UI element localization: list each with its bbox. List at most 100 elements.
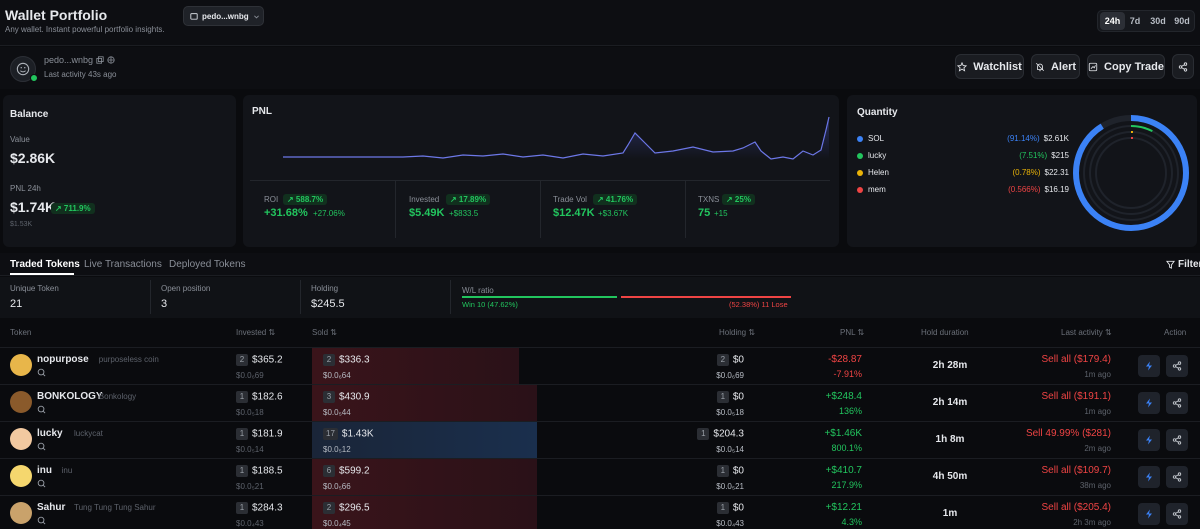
copy-icon[interactable]	[96, 56, 104, 64]
timeframe-24h[interactable]: 24h	[1100, 12, 1125, 30]
col-last-activity-label: Last activity	[1061, 328, 1103, 337]
stat-divider-3	[685, 180, 686, 238]
token-avatar	[10, 465, 32, 487]
row-share-button[interactable]	[1166, 429, 1188, 451]
last-activity: Last activity 43s ago	[44, 70, 117, 79]
share-button[interactable]	[1172, 54, 1194, 79]
timeframe-7d[interactable]: 7d	[1129, 16, 1141, 26]
last-activity-time: 1m ago	[1084, 407, 1111, 416]
invested-price: $0.0₅21	[236, 482, 264, 491]
wl-ratio-label: W/L ratio	[462, 286, 494, 295]
sold-count: 2	[323, 354, 335, 366]
open-position-value: 3	[161, 298, 168, 310]
wallet-select[interactable]: pedo...wnbg	[183, 6, 264, 26]
token-name[interactable]: BONKOLOGY	[37, 391, 103, 402]
sort-icon: ⇅	[857, 328, 865, 337]
holding-count: 2	[716, 354, 729, 366]
col-sold-label: Sold	[312, 328, 329, 337]
tab-live-transactions[interactable]: Live Transactions	[84, 259, 162, 270]
table-row[interactable]: BONKOLOGY Bonkology 1 $182.6 $0.0₅18 3 $43…	[0, 384, 1200, 421]
table-row[interactable]: inu inu 1 $188.5 $0.0₅21 6 $599.2 $0.0₅66 …	[0, 458, 1200, 495]
summary-divider-2	[300, 280, 301, 314]
copy-trade-button[interactable]: Copy Trade	[1087, 54, 1165, 79]
share-icon	[1178, 61, 1188, 72]
top-header	[0, 0, 1200, 46]
col-invested-label: Invested	[236, 328, 267, 337]
donut-arc-sol	[1073, 115, 1189, 231]
watchlist-button[interactable]: Watchlist	[955, 54, 1024, 79]
search-icon[interactable]	[37, 442, 46, 451]
quick-buy-button[interactable]	[1138, 429, 1160, 451]
col-invested[interactable]: Invested ⇅	[236, 328, 275, 337]
copy-trade-label: Copy Trade	[1104, 60, 1164, 73]
token-name[interactable]: Sahur	[37, 502, 66, 513]
alert-button[interactable]: Alert	[1031, 54, 1080, 79]
invested-value: $182.6	[252, 391, 283, 403]
donut-arc-helen	[1089, 131, 1173, 215]
holding-count: 1	[697, 428, 710, 440]
sold-bar	[312, 348, 519, 384]
balance-title: Balance	[10, 109, 49, 120]
sold-value: $336.3	[339, 354, 370, 366]
holding-price: $0.0₅21	[716, 482, 744, 491]
alert-label: Alert	[1050, 60, 1077, 73]
holding-count: 1	[716, 465, 729, 477]
token-name[interactable]: lucky	[37, 428, 63, 439]
token-name[interactable]: nopurpose	[37, 354, 89, 365]
row-share-button[interactable]	[1166, 355, 1188, 377]
profile-wallet: pedo...wnbg	[44, 55, 94, 65]
timeframe-30d[interactable]: 30d	[1150, 16, 1166, 26]
last-activity-time: 38m ago	[1079, 481, 1111, 490]
col-pnl[interactable]: PNL ⇅	[840, 328, 864, 337]
tab-deployed-tokens[interactable]: Deployed Tokens	[169, 259, 246, 270]
hold-duration: 4h 50m	[932, 471, 968, 482]
hold-duration: 1m	[942, 508, 958, 519]
quick-buy-button[interactable]	[1138, 503, 1160, 525]
table-row[interactable]: nopurpose purposeless coin 2 $365.2 $0.0₆…	[0, 347, 1200, 384]
col-sold[interactable]: Sold ⇅	[312, 328, 337, 337]
table-row[interactable]: lucky luckycat 1 $181.9 $0.0₅14 17 $1.43K …	[0, 421, 1200, 458]
invested-count: 1	[236, 391, 248, 403]
search-icon[interactable]	[37, 479, 46, 488]
search-icon[interactable]	[37, 516, 46, 525]
balance-value: $2.86K	[10, 150, 56, 166]
pnl-title: PNL	[252, 106, 272, 117]
online-status-dot	[30, 74, 38, 82]
invested-count: 2	[236, 354, 248, 366]
tab-traded-tokens[interactable]: Traded Tokens	[10, 259, 80, 270]
col-pnl-label: PNL	[840, 328, 856, 337]
invested-count: 1	[236, 502, 248, 514]
table-row[interactable]: Sahur Tung Tung Tung Sahur 1 $284.3 $0.0₄…	[0, 495, 1200, 529]
sort-icon: ⇅	[330, 328, 337, 337]
sold-count: 2	[323, 502, 335, 514]
pnl-value: +$248.4	[825, 391, 862, 402]
sort-icon: ⇅	[1105, 328, 1112, 337]
wl-win-bar	[462, 296, 617, 298]
holding-value: $245.5	[311, 298, 345, 310]
holding-value: $0	[732, 465, 744, 477]
search-icon[interactable]	[37, 368, 46, 377]
globe-icon[interactable]	[107, 56, 115, 64]
row-share-button[interactable]	[1166, 392, 1188, 414]
col-holding[interactable]: Holding ⇅	[719, 328, 755, 337]
timeframe-90d[interactable]: 90d	[1174, 16, 1190, 26]
col-action: Action	[1164, 328, 1187, 337]
quantity-title: Quantity	[857, 107, 898, 118]
row-share-button[interactable]	[1166, 466, 1188, 488]
search-icon[interactable]	[37, 405, 46, 414]
quick-buy-button[interactable]	[1138, 355, 1160, 377]
filter-button[interactable]: Filter	[1166, 259, 1200, 270]
quick-buy-button[interactable]	[1138, 392, 1160, 414]
txns-label: TXNS	[698, 195, 720, 204]
sol-name: SOL	[868, 134, 885, 143]
quantity-item-lucky: lucky (7.51%) $215	[857, 147, 1069, 164]
last-activity-text: Sell all ($205.4)	[1041, 502, 1111, 513]
quick-buy-button[interactable]	[1138, 466, 1160, 488]
row-share-button[interactable]	[1166, 503, 1188, 525]
lightning-icon	[1146, 472, 1152, 482]
token-name[interactable]: inu	[37, 465, 52, 476]
col-last-activity[interactable]: Last activity ⇅	[1061, 328, 1112, 337]
tab-bar	[0, 253, 1200, 276]
star-icon	[957, 61, 968, 72]
txns-value: 75	[698, 207, 711, 219]
